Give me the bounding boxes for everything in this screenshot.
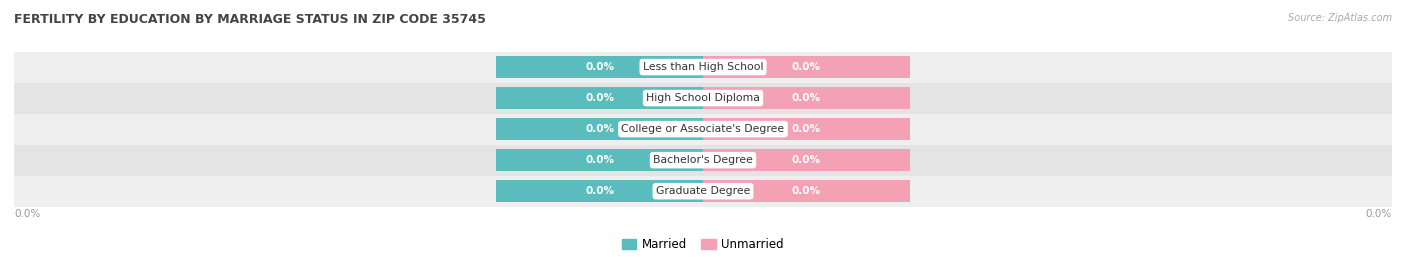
Text: 0.0%: 0.0% [792,62,821,72]
Bar [496,180,703,202]
Bar [703,180,910,202]
Bar [14,52,1392,83]
Text: 0.0%: 0.0% [792,155,821,165]
Text: 0.0%: 0.0% [14,209,41,219]
Text: 0.0%: 0.0% [792,186,821,196]
Text: 0.0%: 0.0% [792,124,821,134]
Bar [496,118,703,140]
Text: FERTILITY BY EDUCATION BY MARRIAGE STATUS IN ZIP CODE 35745: FERTILITY BY EDUCATION BY MARRIAGE STATU… [14,13,486,26]
Text: Less than High School: Less than High School [643,62,763,72]
Bar [14,145,1392,176]
Bar [703,149,910,171]
Text: 0.0%: 0.0% [585,93,614,103]
Text: 0.0%: 0.0% [585,155,614,165]
Bar [14,176,1392,207]
Text: College or Associate's Degree: College or Associate's Degree [621,124,785,134]
Text: 0.0%: 0.0% [585,186,614,196]
Bar [703,56,910,78]
Bar [496,87,703,109]
Legend: Married, Unmarried: Married, Unmarried [617,233,789,256]
Text: 0.0%: 0.0% [585,62,614,72]
Text: High School Diploma: High School Diploma [647,93,759,103]
Bar [14,83,1392,114]
Text: 0.0%: 0.0% [1365,209,1392,219]
Bar [703,118,910,140]
Bar [703,87,910,109]
Bar [496,149,703,171]
Bar [496,56,703,78]
Text: 0.0%: 0.0% [585,124,614,134]
Text: 0.0%: 0.0% [792,93,821,103]
Bar [14,114,1392,145]
Text: Graduate Degree: Graduate Degree [655,186,751,196]
Text: Bachelor's Degree: Bachelor's Degree [652,155,754,165]
Text: Source: ZipAtlas.com: Source: ZipAtlas.com [1288,13,1392,23]
